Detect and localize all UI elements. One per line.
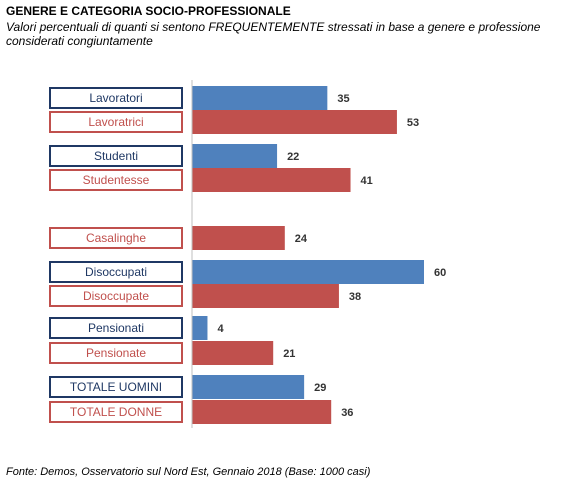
bar-disoccupate <box>192 284 339 308</box>
value-label-lavoratori: 35 <box>337 93 349 105</box>
category-box-lavoratrici <box>49 111 183 133</box>
category-label-disoccupati: Disoccupati <box>85 265 147 279</box>
value-label-totale-donne: 36 <box>341 407 353 419</box>
value-label-pensionati: 4 <box>217 323 224 335</box>
category-label-studentesse: Studentesse <box>83 173 150 187</box>
category-label-totale-uomini: TOTALE UOMINI <box>70 380 162 394</box>
bar-pensionati <box>192 316 208 340</box>
bar-totale-donne <box>192 400 332 424</box>
bar-disoccupati <box>192 260 424 284</box>
category-label-lavoratori: Lavoratori <box>89 91 142 105</box>
category-label-totale-donne: TOTALE DONNE <box>70 405 162 419</box>
value-label-totale-uomini: 29 <box>314 382 326 394</box>
chart-subtitle: Valori percentuali di quanti si sentono … <box>6 20 541 48</box>
bar-studentesse <box>192 168 351 192</box>
category-box-studentesse <box>49 169 183 191</box>
bar-chart: Lavoratori 35 Lavoratrici 53 Studenti 22 Stude… <box>49 80 446 428</box>
value-label-lavoratrici: 53 <box>407 117 419 129</box>
value-label-disoccupati: 60 <box>434 267 446 279</box>
bar-lavoratori <box>192 86 328 110</box>
value-label-pensionate: 21 <box>283 348 295 360</box>
category-label-studenti: Studenti <box>94 149 138 163</box>
category-label-pensionate: Pensionate <box>86 346 146 360</box>
value-label-studenti: 22 <box>287 151 299 163</box>
value-label-studentesse: 41 <box>361 175 373 187</box>
category-box-pensionati <box>49 317 183 339</box>
category-box-pensionate <box>49 342 183 364</box>
category-box-totale-donne <box>49 401 183 423</box>
bar-lavoratrici <box>192 110 397 134</box>
category-label-casalinghe: Casalinghe <box>86 231 146 245</box>
category-box-disoccupate <box>49 285 183 307</box>
value-label-disoccupate: 38 <box>349 291 361 303</box>
category-box-studenti <box>49 145 183 167</box>
chart-title: GENERE E CATEGORIA SOCIO-PROFESSIONALE <box>6 4 291 18</box>
bar-pensionate <box>192 341 274 365</box>
category-label-lavoratrici: Lavoratrici <box>88 115 143 129</box>
category-label-pensionati: Pensionati <box>88 321 144 335</box>
category-box-lavoratori <box>49 87 183 109</box>
category-box-disoccupati <box>49 261 183 283</box>
bar-casalinghe <box>192 226 285 250</box>
value-label-casalinghe: 24 <box>295 233 308 245</box>
category-box-casalinghe <box>49 227 183 249</box>
bar-studenti <box>192 144 278 168</box>
source-note: Fonte: Demos, Osservatorio sul Nord Est,… <box>6 466 371 478</box>
bar-totale-uomini <box>192 375 305 399</box>
category-label-disoccupate: Disoccupate <box>83 289 149 303</box>
category-box-totale-uomini <box>49 376 183 398</box>
